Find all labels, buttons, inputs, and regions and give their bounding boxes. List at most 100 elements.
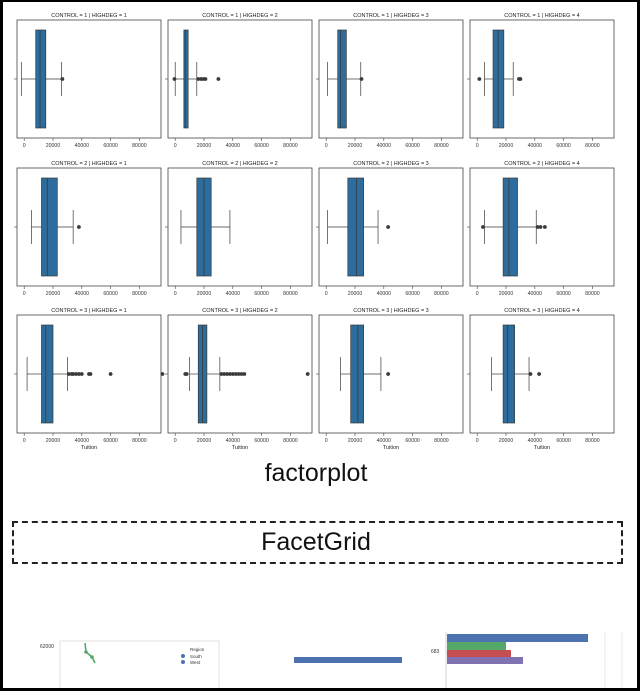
outlier-point (225, 372, 229, 376)
x-tick-label: 40000 (75, 143, 90, 149)
x-tick-label: 20000 (46, 291, 61, 297)
x-tick-label: 60000 (405, 143, 420, 149)
x-tick-label: 40000 (226, 143, 241, 149)
facet-panel: CONTROL = 3 | HIGHDEG = 1 0 20000 40000 6000… (14, 308, 165, 451)
facet-title: CONTROL = 3 | HIGHDEG = 3 (353, 308, 429, 314)
x-tick-label: 40000 (377, 143, 392, 149)
outlier-point (236, 372, 241, 376)
facet-panel: CONTROL = 2 | HIGHDEG = 4 0 20000 40000 6000… (467, 161, 615, 297)
outlier-point (538, 225, 543, 229)
outlier-point (108, 372, 113, 376)
line-chart-frame (59, 640, 220, 688)
outlier-point (219, 372, 224, 376)
facet-title: CONTROL = 2 | HIGHDEG = 3 (353, 161, 429, 167)
x-tick-label: 0 (476, 291, 479, 297)
x-tick-label: 0 (325, 438, 328, 444)
x-tick-label: 60000 (405, 291, 420, 297)
outlier-point (216, 77, 221, 81)
facet-panel: CONTROL = 2 | HIGHDEG = 1 0 20000 40000 6000… (14, 161, 162, 297)
legend-marker (181, 654, 185, 658)
x-tick-label: 40000 (75, 291, 90, 297)
outlier-point (359, 77, 364, 81)
x-tick-label: 60000 (254, 438, 269, 444)
x-tick-label: 0 (23, 438, 26, 444)
x-tick-label: 60000 (556, 291, 571, 297)
facet-title: CONTROL = 2 | HIGHDEG = 1 (51, 161, 127, 167)
right-bar (447, 657, 523, 664)
facet-panel: CONTROL = 3 | HIGHDEG = 2 0 20000 40000 6000… (165, 308, 313, 451)
x-tick-label: 60000 (103, 143, 118, 149)
right-bar-label: 683 (431, 649, 440, 655)
outlier-point (79, 372, 84, 376)
x-tick-label: 40000 (75, 438, 90, 444)
facet-panel: CONTROL = 2 | HIGHDEG = 2 0 20000 40000 6000… (165, 161, 313, 297)
outlier-point (77, 225, 81, 229)
x-tick-label: 0 (23, 291, 26, 297)
x-tick-label: 20000 (348, 291, 363, 297)
box (41, 324, 54, 424)
outlier-point (542, 225, 547, 229)
x-tick-label: 20000 (197, 438, 212, 444)
x-tick-label: 80000 (585, 438, 600, 444)
x-tick-label: 20000 (197, 291, 212, 297)
facet-title: CONTROL = 1 | HIGHDEG = 4 (504, 13, 580, 19)
outlier-point (160, 372, 165, 376)
outlier-point (537, 372, 542, 376)
boxplot-grid: CONTROL = 1 | HIGHDEG = 1 0 20000 40000 6000… (14, 13, 615, 451)
facet-title: CONTROL = 3 | HIGHDEG = 2 (202, 308, 278, 314)
outlier-point (222, 372, 227, 376)
x-tick-label: 60000 (103, 291, 118, 297)
x-tick-label: 60000 (254, 143, 269, 149)
x-axis-label: Tuition (383, 445, 399, 451)
outlier-point (74, 372, 78, 376)
facet-title: CONTROL = 3 | HIGHDEG = 1 (51, 308, 127, 314)
x-tick-label: 80000 (585, 143, 600, 149)
legend-item: South (190, 654, 202, 659)
outlier-point (528, 372, 533, 376)
x-tick-label: 80000 (434, 438, 449, 444)
box (347, 177, 364, 277)
x-tick-label: 0 (23, 143, 26, 149)
outlier-point (535, 225, 540, 229)
x-tick-label: 60000 (405, 438, 420, 444)
facet-panel: CONTROL = 1 | HIGHDEG = 1 0 20000 40000 6000… (14, 13, 162, 149)
facet-panel: CONTROL = 1 | HIGHDEG = 3 0 20000 40000 6000… (316, 13, 464, 149)
box (337, 29, 347, 129)
facet-title: CONTROL = 2 | HIGHDEG = 4 (504, 161, 580, 167)
outlier-point (242, 372, 247, 376)
outlier-point (386, 225, 391, 229)
outlier-point (77, 372, 81, 376)
facet-title: CONTROL = 1 | HIGHDEG = 2 (202, 13, 278, 19)
x-axis-label: Tuition (232, 445, 248, 451)
outlier-point (233, 372, 238, 376)
facet-title: CONTROL = 2 | HIGHDEG = 2 (202, 161, 278, 167)
outlier-point (481, 225, 485, 229)
facet-title: CONTROL = 3 | HIGHDEG = 4 (504, 308, 580, 314)
x-tick-label: 0 (325, 143, 328, 149)
x-tick-label: 80000 (434, 143, 449, 149)
line-chart-ytick: 62000 (40, 644, 54, 650)
x-tick-label: 40000 (528, 143, 543, 149)
outlier-point (230, 372, 235, 376)
x-tick-label: 20000 (46, 438, 61, 444)
legend-title: Region (190, 647, 205, 652)
facet-panel: CONTROL = 2 | HIGHDEG = 3 0 20000 40000 6000… (316, 161, 464, 297)
outlier-point (305, 372, 310, 376)
x-tick-label: 20000 (499, 143, 514, 149)
x-tick-label: 40000 (528, 438, 543, 444)
line-point (90, 655, 94, 659)
outlier-point (88, 372, 93, 376)
page: CONTROL = 1 | HIGHDEG = 1 0 20000 40000 6000… (3, 2, 637, 688)
outlier-point (386, 372, 391, 376)
box (350, 324, 364, 424)
outlier-point (518, 77, 523, 81)
x-tick-label: 80000 (585, 291, 600, 297)
x-tick-label: 20000 (348, 143, 363, 149)
facet-panel: CONTROL = 1 | HIGHDEG = 4 0 20000 40000 6000… (467, 13, 615, 149)
facet-panel: CONTROL = 3 | HIGHDEG = 4 0 20000 40000 6000… (467, 308, 615, 451)
outlier-point (66, 372, 71, 376)
x-tick-label: 80000 (283, 143, 298, 149)
outlier-point (228, 372, 232, 376)
x-tick-label: 20000 (197, 143, 212, 149)
x-tick-label: 0 (174, 291, 177, 297)
